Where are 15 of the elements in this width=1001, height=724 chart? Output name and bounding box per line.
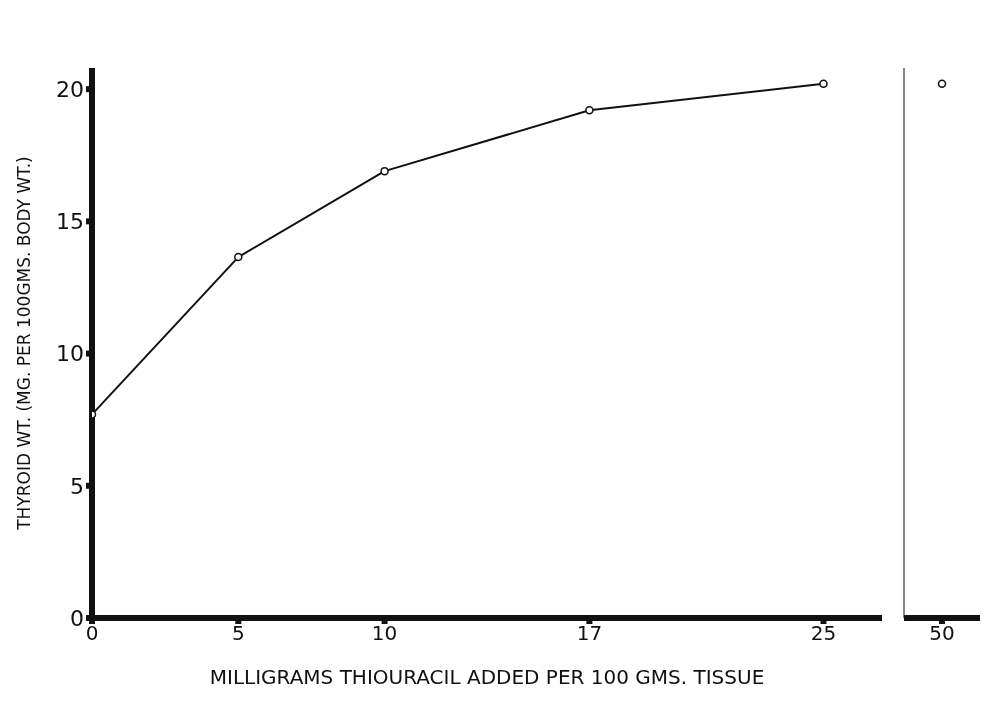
y-tick-label: 15 (56, 209, 84, 235)
point (819, 79, 828, 89)
point (380, 166, 389, 176)
x-tick-label: 5 (231, 621, 245, 646)
point (585, 106, 594, 115)
x-tick-label: 25 (810, 621, 837, 646)
y-axis-title: THYROID WT. (MG. PER 100GMS. BODY WT.) (14, 156, 35, 531)
y-tick-label: 10 (56, 341, 84, 367)
y-tick-label: 5 (70, 473, 84, 499)
x-tick-label: 17 (576, 621, 603, 646)
x-tick-label: 50 (929, 621, 955, 646)
y-tick-label: 20 (56, 76, 84, 102)
x-tick-label: 10 (371, 621, 398, 646)
x-axis-title: MILLIGRAMS THIOURACIL ADDED PER 100 GMS. TISSUE (209, 665, 765, 689)
point (234, 252, 243, 262)
